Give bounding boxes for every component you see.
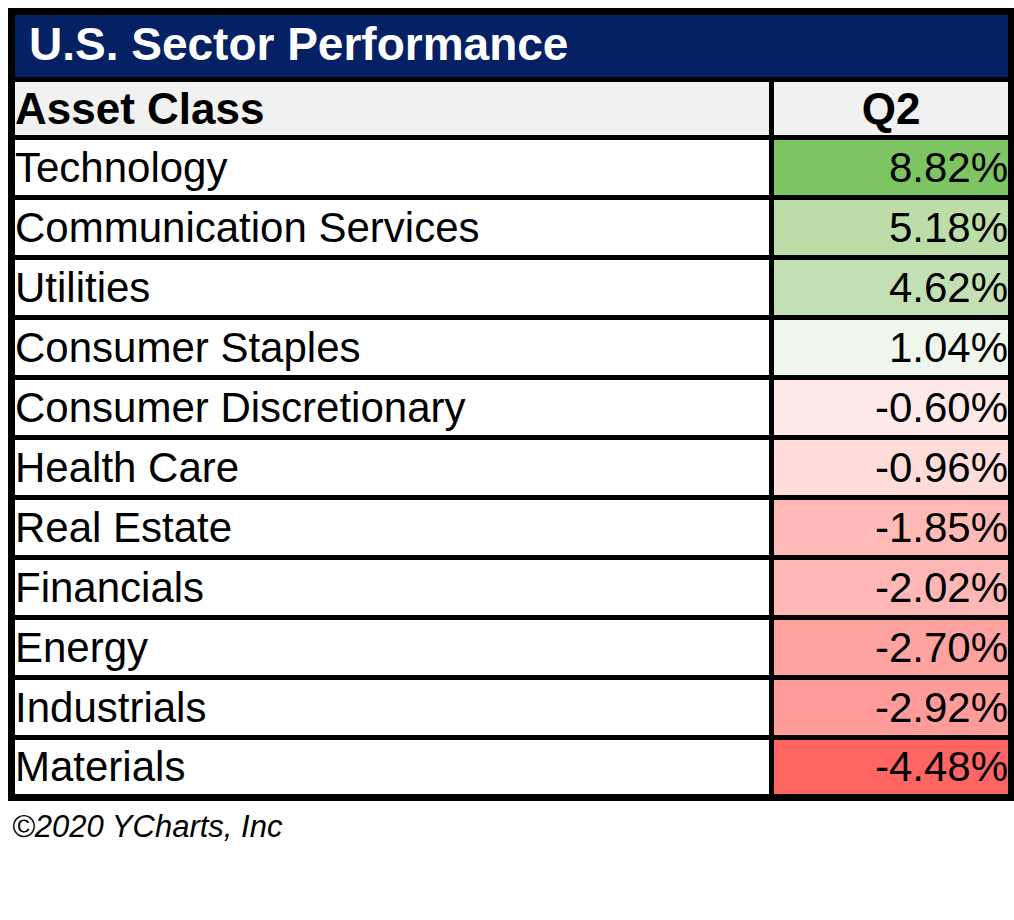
table-row-materials: Materials -4.48%: [12, 738, 1012, 798]
sector-label: Utilities: [12, 258, 772, 318]
sector-label: Materials: [12, 738, 772, 798]
sector-value: -1.85%: [772, 498, 1012, 558]
page-title: U.S. Sector Performance: [12, 12, 1012, 80]
sector-label: Energy: [12, 618, 772, 678]
table-row-health-care: Health Care -0.96%: [12, 438, 1012, 498]
sector-value: -2.92%: [772, 678, 1012, 738]
sector-value: -4.48%: [772, 738, 1012, 798]
sector-value: -0.60%: [772, 378, 1012, 438]
column-header-q2: Q2: [772, 80, 1012, 138]
table-row-communication-services: Communication Services 5.18%: [12, 198, 1012, 258]
title-row: U.S. Sector Performance: [12, 12, 1012, 80]
sector-label: Communication Services: [12, 198, 772, 258]
table-row-consumer-discretionary: Consumer Discretionary -0.60%: [12, 378, 1012, 438]
sector-value: -2.02%: [772, 558, 1012, 618]
sector-value: 5.18%: [772, 198, 1012, 258]
copyright-source-text: ©2020 YCharts, Inc: [12, 809, 1008, 845]
sector-value: 4.62%: [772, 258, 1012, 318]
sector-performance-table: U.S. Sector Performance Asset Class Q2 T…: [8, 8, 1014, 801]
column-header-asset-class: Asset Class: [12, 80, 772, 138]
table-row-real-estate: Real Estate -1.85%: [12, 498, 1012, 558]
sector-value: -2.70%: [772, 618, 1012, 678]
table-row-financials: Financials -2.02%: [12, 558, 1012, 618]
sector-label: Consumer Discretionary: [12, 378, 772, 438]
sector-label: Consumer Staples: [12, 318, 772, 378]
table-row-industrials: Industrials -2.92%: [12, 678, 1012, 738]
sector-performance-sheet: U.S. Sector Performance Asset Class Q2 T…: [0, 0, 1014, 845]
table-row-consumer-staples: Consumer Staples 1.04%: [12, 318, 1012, 378]
table-row-utilities: Utilities 4.62%: [12, 258, 1012, 318]
sector-label: Industrials: [12, 678, 772, 738]
sector-label: Financials: [12, 558, 772, 618]
sector-label: Real Estate: [12, 498, 772, 558]
sector-label: Technology: [12, 138, 772, 198]
column-header-row: Asset Class Q2: [12, 80, 1012, 138]
sector-value: 1.04%: [772, 318, 1012, 378]
sector-value: -0.96%: [772, 438, 1012, 498]
sector-value: 8.82%: [772, 138, 1012, 198]
table-row-technology: Technology 8.82%: [12, 138, 1012, 198]
table-row-energy: Energy -2.70%: [12, 618, 1012, 678]
sector-label: Health Care: [12, 438, 772, 498]
